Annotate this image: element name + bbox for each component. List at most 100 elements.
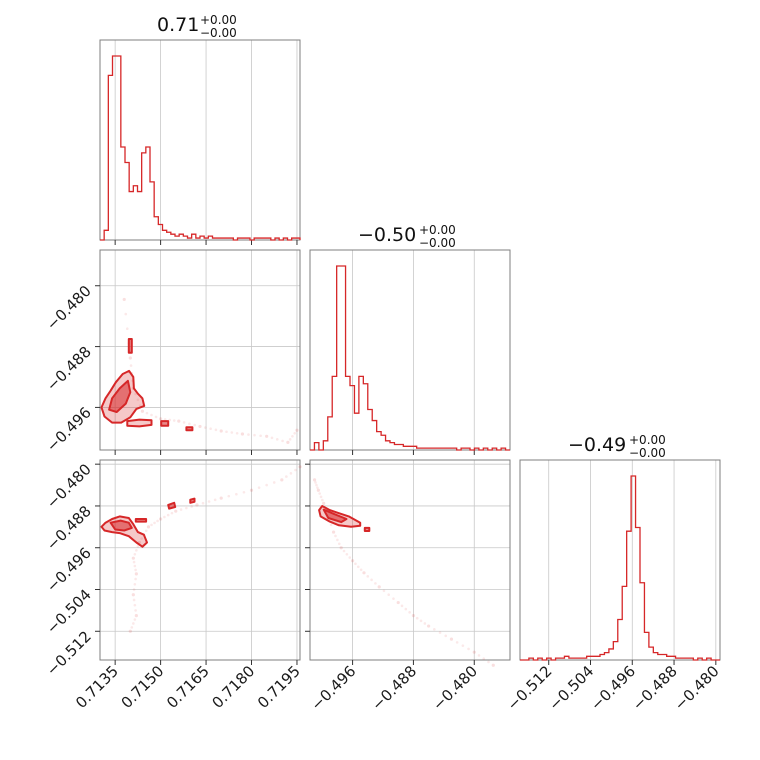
- sample-point: [133, 618, 137, 621]
- sample-point: [408, 611, 411, 614]
- sample-point: [374, 582, 377, 585]
- sample-point: [193, 423, 196, 427]
- sample-point: [134, 572, 138, 576]
- sample-point: [315, 483, 318, 487]
- sample-point: [487, 660, 490, 664]
- sample-point: [135, 549, 138, 552]
- sample-point: [129, 364, 133, 367]
- contour-inner: [189, 497, 196, 504]
- sample-point: [153, 521, 156, 525]
- sample-point: [415, 616, 419, 620]
- sample-point: [179, 508, 183, 511]
- sample-point: [235, 492, 238, 496]
- y-tick-label: −0.488: [43, 502, 95, 554]
- sample-point: [316, 486, 319, 489]
- panel-2-0: [95, 459, 302, 665]
- sample-point: [288, 438, 292, 441]
- sample-point: [400, 604, 404, 608]
- sample-point: [392, 597, 395, 600]
- sample-point: [177, 419, 181, 423]
- contour-inner: [134, 518, 148, 523]
- sample-point: [133, 603, 137, 607]
- y-tick-label: −0.512: [43, 627, 95, 679]
- sample-point: [331, 530, 336, 534]
- sample-point: [455, 641, 459, 644]
- sample-point: [280, 478, 284, 482]
- sample-point: [219, 429, 223, 433]
- sample-point: [247, 433, 250, 436]
- sample-point: [172, 419, 176, 422]
- sample-point: [132, 588, 136, 591]
- sample-point: [491, 663, 495, 667]
- sample-point: [322, 501, 326, 505]
- y-tick-label: −0.496: [43, 404, 95, 456]
- sample-point: [131, 593, 135, 597]
- panel-frame: [99, 249, 301, 451]
- sample-point: [295, 428, 299, 432]
- title-upper: +0.00: [629, 433, 666, 447]
- panel-frame: [99, 459, 301, 661]
- y-tick-label: −0.496: [43, 544, 95, 596]
- sample-point: [423, 622, 427, 625]
- sample-point: [144, 529, 148, 533]
- sample-point: [249, 488, 254, 492]
- sample-point: [133, 564, 137, 568]
- sample-point: [201, 501, 205, 505]
- sample-point: [345, 552, 349, 556]
- sample-point: [125, 327, 129, 331]
- sample-point: [433, 628, 436, 631]
- contour-inner: [108, 379, 132, 413]
- histogram-step: [520, 475, 720, 661]
- sample-point: [265, 434, 269, 438]
- contour-inner: [127, 338, 133, 354]
- panel-2-1: [305, 459, 511, 667]
- sample-point: [270, 436, 274, 440]
- sample-point: [396, 600, 400, 605]
- sample-point: [130, 626, 134, 629]
- panel-frame: [519, 459, 721, 661]
- sample-point: [312, 478, 317, 482]
- sample-point: [134, 392, 137, 396]
- sample-point: [156, 519, 159, 523]
- y-tick-label: −0.488: [43, 343, 95, 395]
- sample-point: [281, 439, 284, 443]
- sample-point: [350, 559, 355, 563]
- sample-point: [124, 312, 128, 316]
- x-tick-label: 0.7150: [118, 662, 168, 712]
- sample-point: [188, 422, 191, 426]
- contour-inner: [185, 426, 194, 432]
- y-tick-label: −0.504: [43, 586, 95, 638]
- sample-point: [294, 468, 297, 472]
- sample-point: [467, 647, 470, 651]
- sample-point: [134, 609, 137, 612]
- sample-point: [242, 490, 246, 494]
- title-upper: +0.00: [419, 223, 456, 237]
- sample-point: [438, 631, 442, 634]
- contour-inner: [363, 526, 371, 532]
- sample-point: [482, 657, 486, 660]
- sample-point: [291, 435, 294, 438]
- panel-2-2: [519, 459, 721, 665]
- sample-point: [170, 511, 174, 515]
- sample-point: [166, 513, 170, 517]
- panel-0-0: [99, 39, 301, 245]
- sample-point: [348, 556, 352, 559]
- y-tick-label: −0.480: [43, 282, 95, 334]
- x-tick-label: −0.496: [587, 662, 639, 714]
- sample-point: [207, 500, 211, 503]
- sample-point: [461, 644, 465, 647]
- x-tick-label: −0.504: [545, 662, 597, 714]
- sample-point: [444, 634, 448, 638]
- sample-point: [257, 486, 261, 489]
- sample-point: [150, 523, 153, 527]
- x-tick-label: −0.496: [307, 662, 359, 714]
- sample-point: [134, 614, 138, 618]
- sample-point: [354, 562, 357, 566]
- x-tick-label: −0.480: [429, 662, 481, 714]
- sample-point: [128, 629, 132, 633]
- sample-point: [289, 472, 293, 475]
- sample-point: [259, 434, 262, 438]
- title-value: 0.71: [157, 14, 199, 36]
- sample-point: [321, 498, 324, 502]
